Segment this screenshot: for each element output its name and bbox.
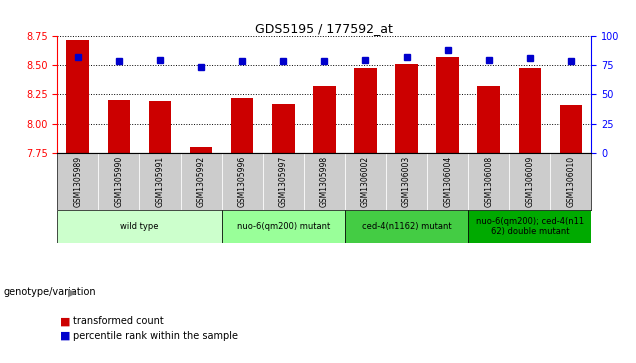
- Bar: [190, 147, 212, 153]
- Text: ▶: ▶: [68, 287, 76, 297]
- Bar: [221, 153, 263, 209]
- Text: GSM1305991: GSM1305991: [155, 155, 165, 207]
- Text: nuo-6(qm200); ced-4(n11
62) double mutant: nuo-6(qm200); ced-4(n11 62) double mutan…: [476, 217, 584, 236]
- Bar: [345, 210, 468, 242]
- Bar: [345, 153, 386, 209]
- Bar: [560, 105, 582, 153]
- Bar: [263, 153, 304, 209]
- Bar: [436, 57, 459, 153]
- Text: percentile rank within the sample: percentile rank within the sample: [73, 331, 238, 341]
- Bar: [313, 86, 336, 153]
- Bar: [57, 153, 99, 209]
- Bar: [386, 153, 427, 209]
- Bar: [272, 104, 294, 153]
- Text: wild type: wild type: [120, 222, 158, 231]
- Bar: [304, 153, 345, 209]
- Text: GSM1305989: GSM1305989: [73, 155, 82, 207]
- Text: genotype/variation: genotype/variation: [3, 287, 96, 297]
- Bar: [395, 64, 418, 153]
- Bar: [518, 68, 541, 153]
- Text: transformed count: transformed count: [73, 316, 164, 326]
- Text: GSM1306004: GSM1306004: [443, 155, 452, 207]
- Text: GSM1306009: GSM1306009: [525, 155, 534, 207]
- Text: GSM1305990: GSM1305990: [114, 155, 123, 207]
- Bar: [57, 210, 221, 242]
- Bar: [149, 102, 171, 153]
- Bar: [99, 153, 139, 209]
- Bar: [509, 153, 550, 209]
- Bar: [139, 153, 181, 209]
- Bar: [221, 210, 345, 242]
- Text: GSM1306003: GSM1306003: [402, 155, 411, 207]
- Bar: [550, 153, 591, 209]
- Bar: [231, 98, 254, 153]
- Bar: [181, 153, 221, 209]
- Text: GSM1305998: GSM1305998: [320, 155, 329, 207]
- Bar: [468, 153, 509, 209]
- Text: GSM1306008: GSM1306008: [484, 155, 494, 207]
- Text: GSM1306002: GSM1306002: [361, 155, 370, 207]
- Bar: [478, 86, 500, 153]
- Bar: [354, 68, 377, 153]
- Text: ced-4(n1162) mutant: ced-4(n1162) mutant: [362, 222, 452, 231]
- Bar: [67, 40, 89, 153]
- Text: ■: ■: [60, 316, 71, 326]
- Text: ■: ■: [60, 331, 71, 341]
- Bar: [468, 210, 591, 242]
- Text: GSM1305992: GSM1305992: [197, 155, 205, 207]
- Text: GSM1305997: GSM1305997: [279, 155, 287, 207]
- Text: GSM1305996: GSM1305996: [238, 155, 247, 207]
- Bar: [427, 153, 468, 209]
- Text: nuo-6(qm200) mutant: nuo-6(qm200) mutant: [237, 222, 330, 231]
- Bar: [107, 100, 130, 153]
- Title: GDS5195 / 177592_at: GDS5195 / 177592_at: [256, 22, 393, 35]
- Text: GSM1306010: GSM1306010: [567, 155, 576, 207]
